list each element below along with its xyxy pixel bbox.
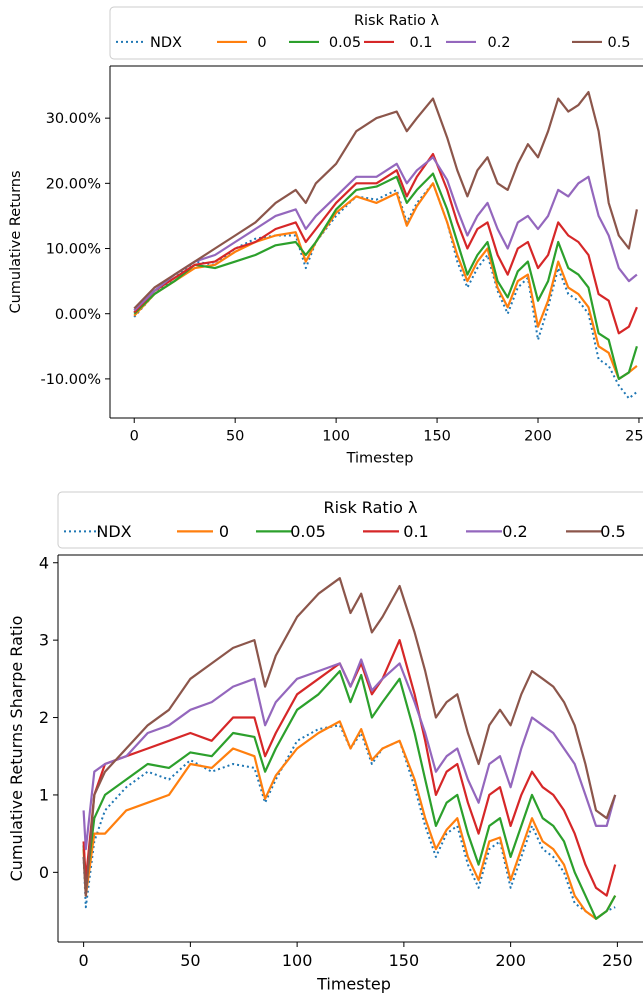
x-tick-label: 200 (495, 951, 526, 970)
series-line-NDX (133, 182, 638, 400)
legend-frame (57, 491, 643, 549)
y-tick-label: 20.00% (46, 176, 101, 192)
y-tick-label: 4 (39, 553, 49, 572)
x-tick-label: 150 (423, 429, 451, 445)
y-tick-label: 30.00% (46, 111, 101, 127)
y-axis-label: Cumulative Returns (8, 170, 24, 313)
legend-label-0_1: 0.1 (403, 522, 428, 541)
series-line-0 (82, 720, 617, 920)
chart-1: 0 50 100 150 200 250 -10.00% 0.00% 10.00% 20.00% 3… (8, 6, 643, 466)
y-tick-label: 1 (39, 786, 49, 805)
legend-frame (109, 6, 643, 60)
y-tick-label: 0 (39, 863, 49, 882)
series-line-NDX (82, 724, 616, 920)
legend-label-0_5: 0.5 (607, 35, 630, 51)
x-tick-label: 250 (602, 951, 633, 970)
series-line-0_5 (133, 90, 638, 310)
legend-label-0_2: 0.2 (502, 522, 527, 541)
y-tick-label: 3 (39, 631, 49, 650)
x-tick-label: 100 (322, 429, 350, 445)
legend-label-0: 0 (257, 35, 266, 51)
x-tick-label: 0 (79, 951, 89, 970)
y-tick-label: 10.00% (46, 242, 101, 258)
x-tick-label: 50 (226, 429, 244, 445)
legend-label-0: 0 (219, 522, 229, 541)
legend-title: Risk Ratio λ (354, 13, 440, 29)
legend-label-0_1: 0.1 (409, 35, 432, 51)
series-line-0_1 (133, 152, 638, 335)
series-line-0 (133, 182, 638, 380)
x-tick-label: 50 (180, 951, 200, 970)
y-tick-label: -10.00% (40, 372, 101, 388)
x-axis-label: Timestep (346, 450, 414, 466)
legend-label-0_5: 0.5 (600, 522, 625, 541)
y-axis-label: Cumulative Returns Sharpe Ratio (7, 616, 26, 882)
legend-label-0_05: 0.05 (290, 522, 326, 541)
series-line-0_5 (82, 577, 617, 897)
x-tick-label: 100 (282, 951, 313, 970)
plot-lines (82, 577, 617, 920)
y-tick-label: 2 (39, 708, 49, 727)
series-line-0_1 (82, 638, 617, 897)
series-line-0_2 (133, 156, 638, 312)
plot-lines (133, 90, 638, 400)
legend-label-NDX: NDX (150, 35, 182, 51)
x-axis-label: Timestep (316, 975, 391, 994)
legend-title: Risk Ratio λ (324, 498, 418, 517)
x-tick-label: 200 (524, 429, 552, 445)
legend-label-0_05: 0.05 (329, 35, 361, 51)
x-tick-label: 250 (625, 429, 643, 445)
series-line-0_05 (133, 172, 638, 380)
legend: Risk Ratio λ NDX 0 0.05 0.1 0.2 0.5 (109, 6, 643, 60)
chart-2: 0 50 100 150 200 250 0 1 2 3 4 Timestep Cumulative R… (7, 491, 643, 994)
legend: Risk Ratio λ NDX 0 0.05 0.1 0.2 0.5 (57, 491, 643, 549)
series-line-0_05 (82, 669, 617, 920)
series-line-0_2 (82, 658, 617, 851)
x-tick-label: 150 (389, 951, 420, 970)
legend-label-0_2: 0.2 (487, 35, 510, 51)
x-tick-label: 0 (130, 429, 139, 445)
y-tick-label: 0.00% (55, 307, 101, 323)
legend-label-NDX: NDX (96, 522, 131, 541)
